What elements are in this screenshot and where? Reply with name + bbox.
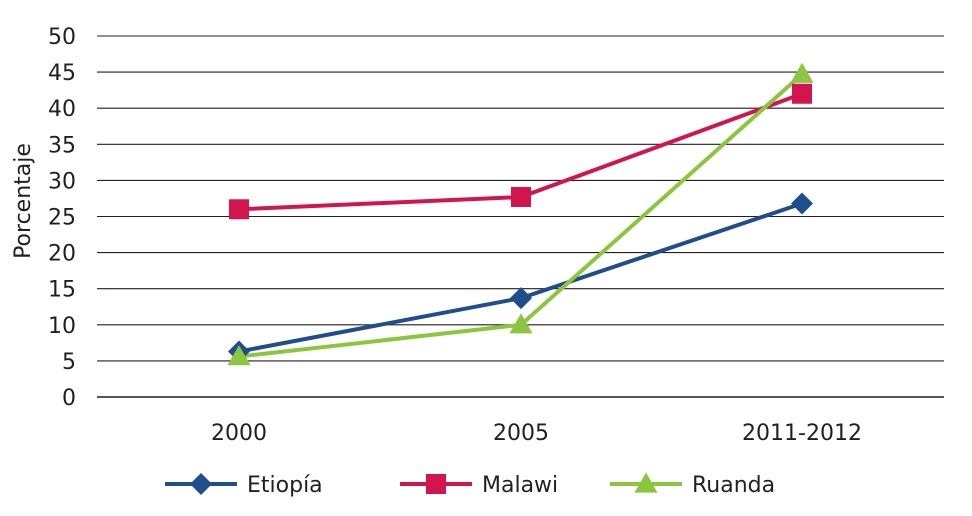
y-tick-label: 35 [48,133,76,158]
x-tick-label: 2005 [493,421,549,446]
data-point-1-2 [792,83,812,104]
y-tick-labels: 0 5 10 15 20 25 30 35 40 45 50 [48,25,76,411]
legend-marker-2 [634,472,658,493]
y-axis-label: Porcentaje [11,143,36,259]
x-tick-label: 2011-2012 [742,421,862,446]
y-tick-label: 10 [48,314,76,339]
data-point-2-2 [790,62,814,83]
legend-label: Etiopía [247,473,323,498]
legend: Etiopía Malawi Ruanda [165,472,775,498]
data-point-2-0 [227,345,251,366]
y-tick-label: 30 [48,169,76,194]
gridlines [97,35,944,398]
y-tick-label: 45 [48,61,76,86]
y-tick-label: 0 [62,386,76,411]
y-tick-label: 20 [48,242,76,267]
y-tick-label: 15 [48,278,76,303]
data-point-0-1 [510,287,532,310]
data-point-0-2 [791,192,813,215]
data-point-1-1 [511,187,531,208]
data-point-1-0 [229,199,249,220]
y-tick-label: 5 [62,350,76,375]
y-tick-label: 25 [48,206,76,231]
legend-label: Malawi [482,473,558,498]
x-tick-labels: 2000 2005 2011-2012 [211,421,862,446]
legend-label: Ruanda [692,473,775,498]
y-tick-label: 50 [48,25,76,50]
series-markers [227,62,814,366]
y-tick-label: 40 [48,97,76,122]
data-point-2-1 [509,313,533,334]
x-tick-label: 2000 [211,421,267,446]
legend-marker-0 [190,473,212,495]
legend-marker-1 [426,474,446,494]
